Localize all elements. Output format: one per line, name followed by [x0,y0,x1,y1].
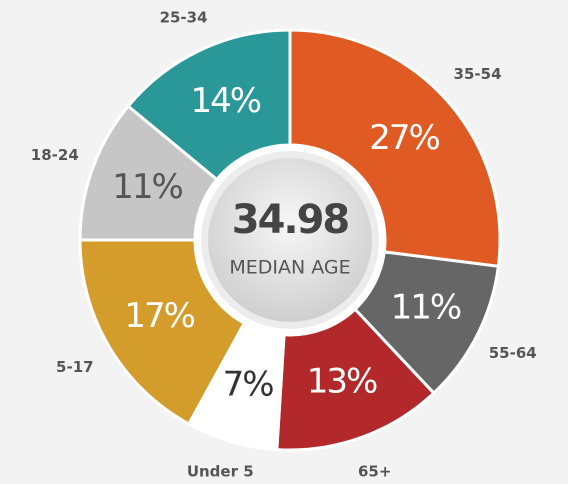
category-label: 5-17 [56,358,94,376]
hub [208,158,372,322]
category-label: 55-64 [489,344,537,362]
category-label: 18-24 [31,146,79,164]
value-label: 14% [190,81,260,121]
value-label: 7% [223,364,274,404]
value-label: 11% [112,167,182,207]
category-label: 35-54 [454,65,502,83]
value-label: 17% [124,296,194,336]
value-label: 11% [391,288,461,328]
category-label: 65+ [358,463,391,481]
category-label: Under 5 [187,463,254,481]
center-value: 34.98 [232,197,349,243]
category-label: 25-34 [160,9,208,27]
donut [78,28,502,452]
value-label: 13% [307,362,377,402]
center-label: MEDIAN AGE [229,257,350,279]
value-label: 27% [369,118,439,158]
